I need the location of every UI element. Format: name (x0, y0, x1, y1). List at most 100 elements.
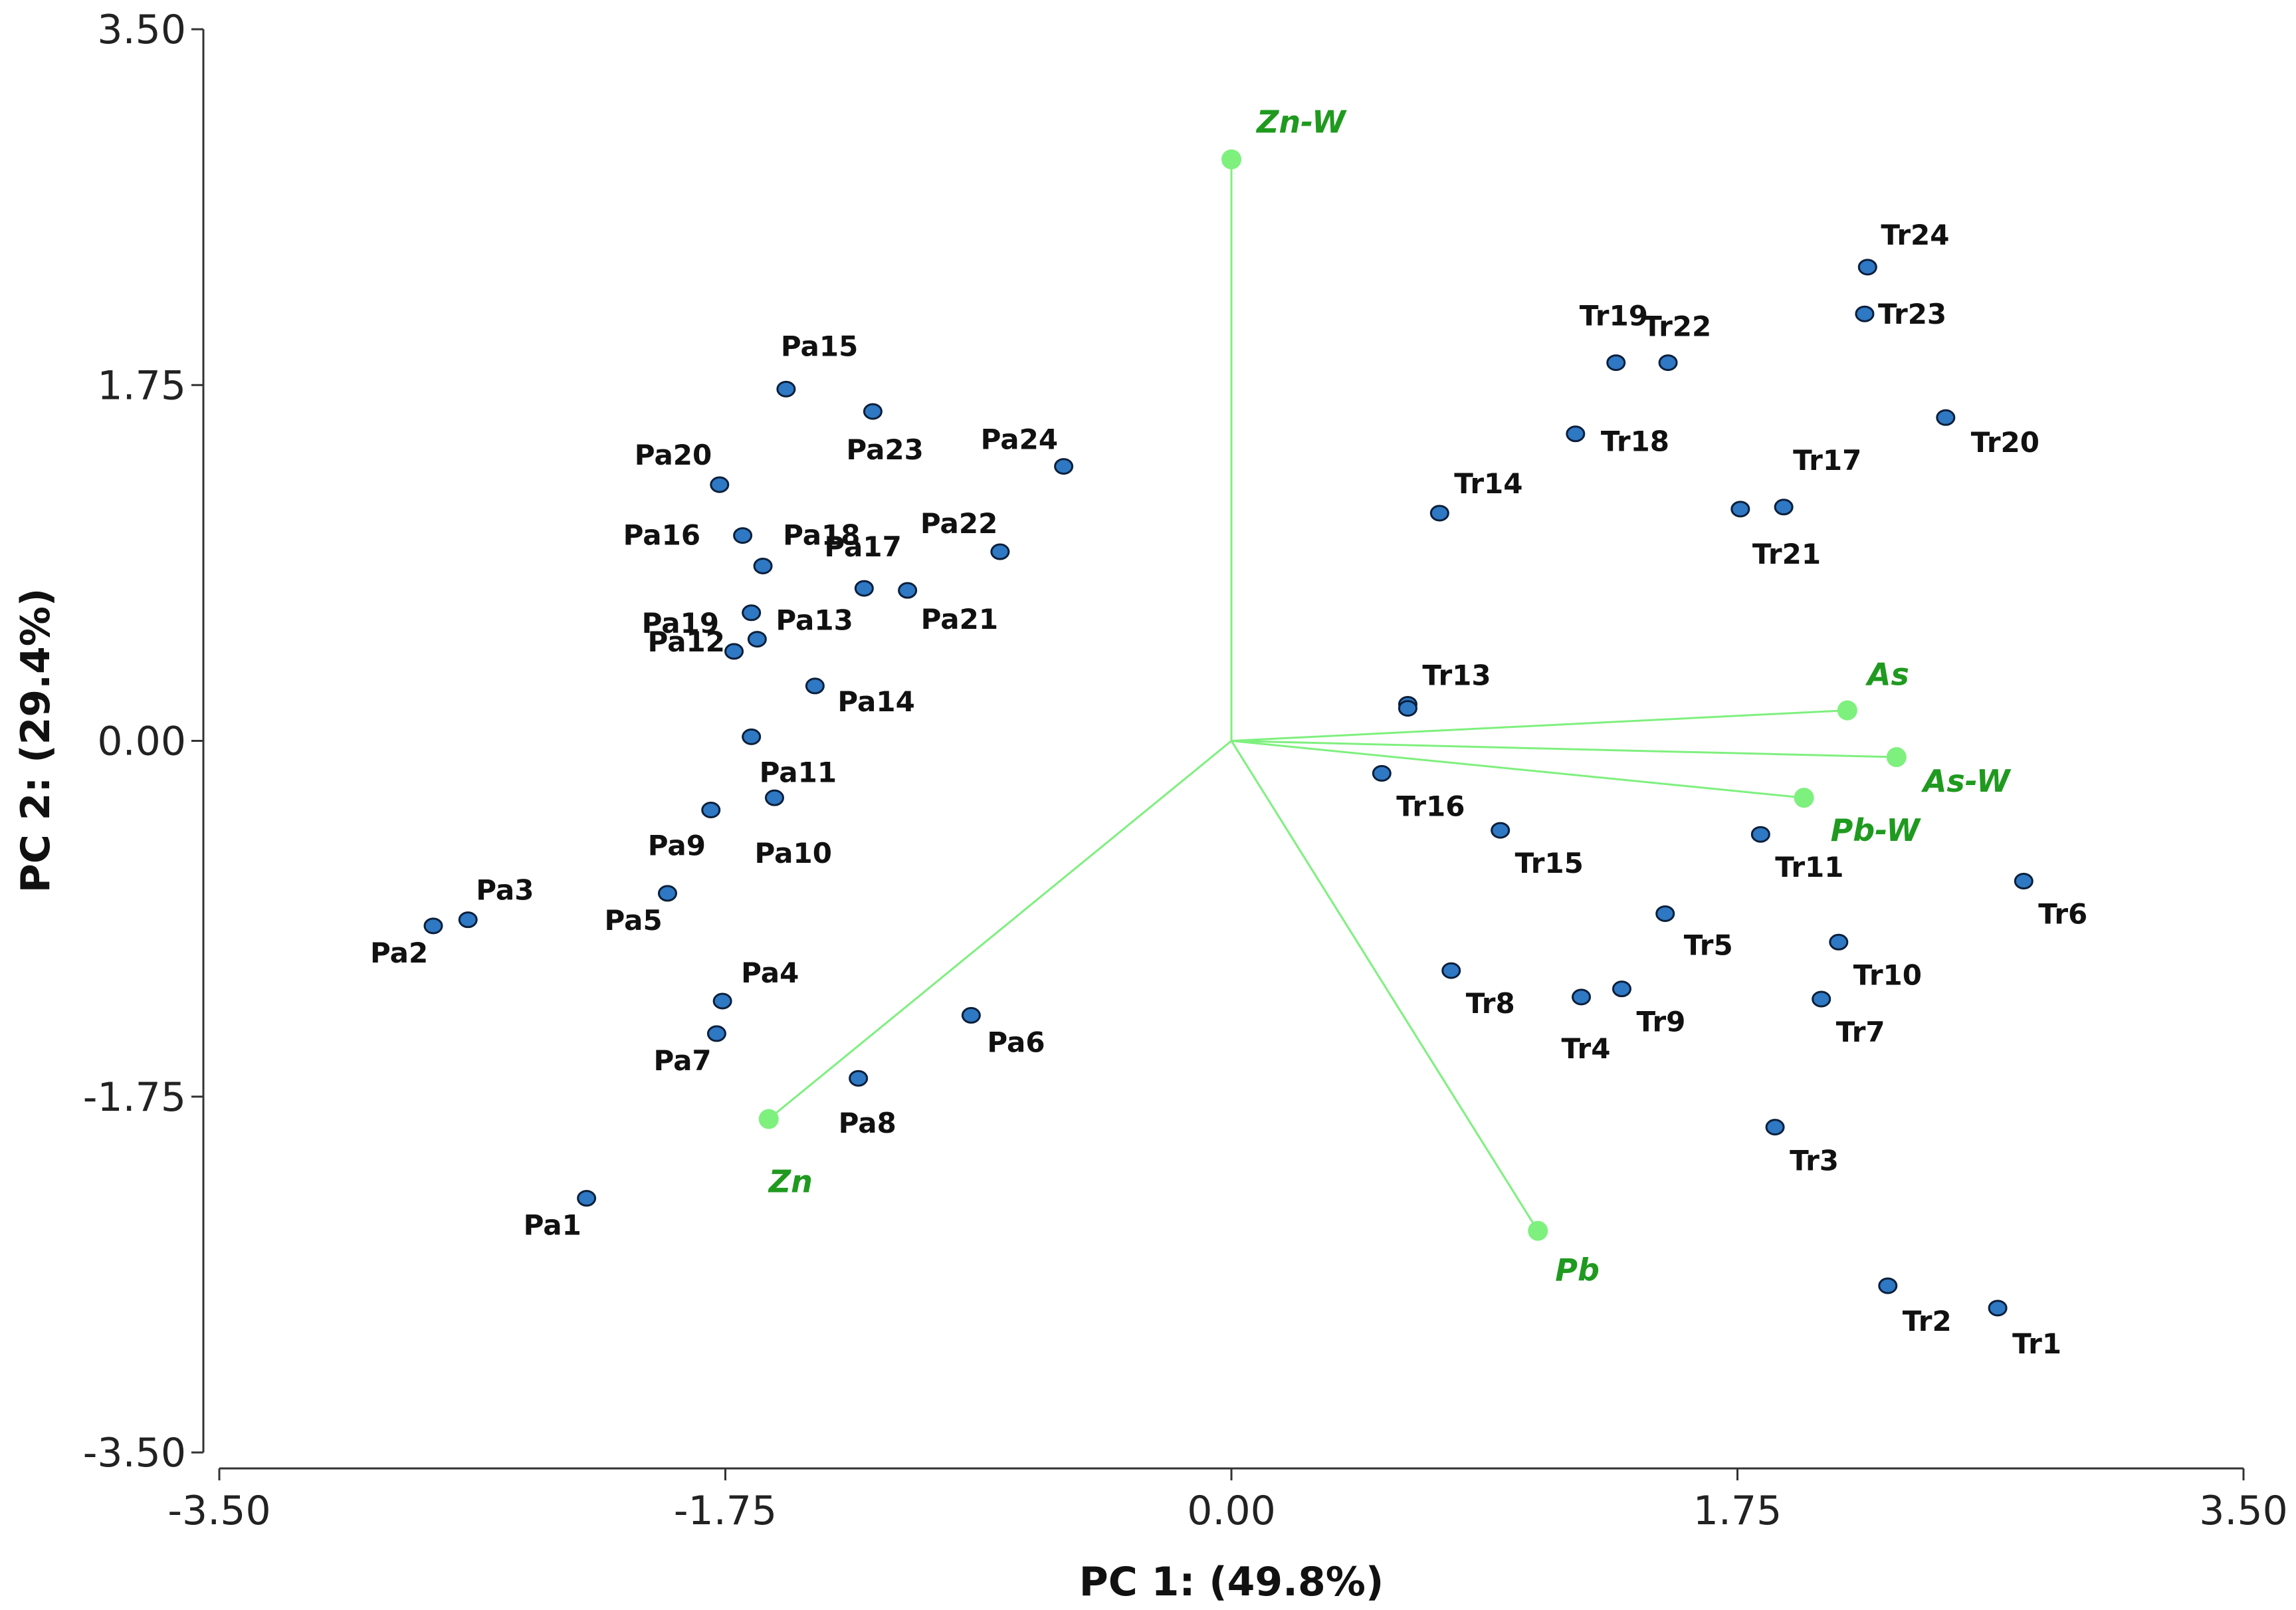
vector-label: Pb (1555, 1252, 1600, 1288)
point-label: Tr15 (1515, 847, 1584, 879)
point-label: Pa24 (981, 423, 1058, 456)
axes: 3.50 1.75 0.00 -1.75 -3.50 -3.50 -1.75 0.00 1.7… (83, 7, 2288, 1534)
score-point (990, 543, 1010, 560)
score-point (776, 380, 796, 398)
vector-label: As-W (1921, 763, 2012, 799)
vector-line (1230, 740, 1539, 1232)
point-label: Tr21 (1752, 538, 1821, 570)
score-point (854, 580, 874, 597)
score-point (724, 643, 744, 660)
point-label: Pa23 (846, 433, 923, 466)
y-axis-title: PC 2: (29.4%) (13, 588, 59, 893)
vector-tip (1886, 747, 1907, 767)
score-point (458, 911, 478, 929)
score-point (1750, 826, 1770, 843)
point-label: Pa21 (921, 603, 998, 635)
score-point (1765, 1119, 1785, 1136)
point-label: Pa1 (524, 1209, 581, 1242)
point-label: Tr9 (1636, 1006, 1685, 1038)
point-label: Pa4 (741, 957, 799, 989)
vector-tip (1794, 788, 1814, 808)
point-label: Tr23 (1878, 298, 1946, 330)
vector-tip (1221, 149, 1241, 170)
point-label: Pa12 (648, 626, 725, 658)
point-label: Pa6 (987, 1026, 1045, 1058)
y-tick-label: 3.50 (97, 7, 186, 53)
point-label: Pa10 (754, 837, 831, 869)
y-tick-label: -3.50 (83, 1430, 186, 1476)
score-point (961, 1006, 981, 1024)
score-point (710, 476, 730, 493)
point-label: Tr7 (1836, 1016, 1885, 1048)
point-label: Tr13 (1422, 659, 1491, 692)
x-tick-label: 3.50 (2199, 1488, 2288, 1534)
point-label: Pa14 (837, 685, 914, 718)
score-point (2014, 873, 2034, 890)
point-label: Tr10 (1853, 959, 1922, 991)
point-label: Tr2 (1903, 1305, 1952, 1337)
point-label: Pa19 (642, 607, 719, 639)
vector-tip (1837, 700, 1857, 721)
point-label: Tr16 (1396, 790, 1465, 822)
vector-line (768, 740, 1232, 1120)
score-point (753, 557, 773, 574)
point-label: Tr17 (1793, 444, 1861, 477)
point-label: Pa20 (635, 439, 712, 471)
point-label: Tr18 (1601, 425, 1669, 458)
y-tick-label: 1.75 (97, 362, 186, 409)
vector-line (1231, 709, 1847, 742)
score-point (849, 1070, 869, 1087)
point-label: Pa13 (776, 604, 853, 637)
score-point (701, 801, 721, 818)
score-point (706, 1025, 726, 1042)
y-tick-label: -1.75 (83, 1074, 186, 1121)
score-point (1429, 505, 1449, 522)
point-label: Tr20 (1971, 426, 2039, 459)
y-tick-label: 0.00 (97, 719, 186, 765)
point-label: Pa18 (783, 518, 860, 551)
vector-label: Zn-W (1255, 104, 1347, 140)
score-point (1774, 499, 1794, 516)
point-label: Pa17 (824, 530, 901, 563)
score-point (1829, 933, 1849, 951)
score-point (1730, 501, 1750, 518)
score-point (764, 789, 784, 806)
loading-vectors: Zn-W As As-W Pb-W Pb Zn (758, 104, 2012, 1288)
point-label: Pa11 (760, 756, 837, 788)
x-tick-label: 1.75 (1693, 1488, 1782, 1534)
point-label: Tr11 (1775, 851, 1843, 883)
point-label: Tr14 (1454, 467, 1522, 500)
score-point (577, 1190, 597, 1207)
score-point (1988, 1300, 2008, 1317)
score-point (747, 631, 767, 648)
score-point (1878, 1277, 1898, 1294)
vector-label: As (1865, 657, 1909, 693)
score-point (1655, 905, 1675, 922)
point-label: Pa3 (476, 874, 534, 907)
x-axis-ticks: -3.50 -1.75 0.00 1.75 3.50 (167, 1468, 2288, 1534)
score-point (712, 992, 732, 1010)
point-label: Pa8 (839, 1107, 896, 1139)
score-point (1606, 354, 1626, 372)
point-label: Pa22 (920, 507, 997, 540)
vector-label: Pb-W (1831, 812, 1922, 848)
score-point (1855, 305, 1875, 322)
point-label: Pa15 (781, 330, 858, 362)
vector-line (1231, 740, 1804, 799)
score-point (1612, 980, 1631, 998)
point-label: Tr24 (1881, 219, 1949, 251)
score-point (1658, 354, 1678, 372)
point-label: Tr5 (1684, 929, 1733, 961)
score-point (1857, 259, 1877, 276)
score-point (1936, 409, 1956, 426)
score-point (898, 582, 918, 599)
vector-line (1231, 740, 1897, 758)
score-point (1054, 458, 1074, 475)
x-tick-label: 0.00 (1187, 1488, 1276, 1534)
point-label: Tr1 (2012, 1327, 2061, 1360)
score-point (657, 885, 677, 902)
score-point (805, 677, 825, 695)
point-label: Tr3 (1790, 1145, 1839, 1177)
